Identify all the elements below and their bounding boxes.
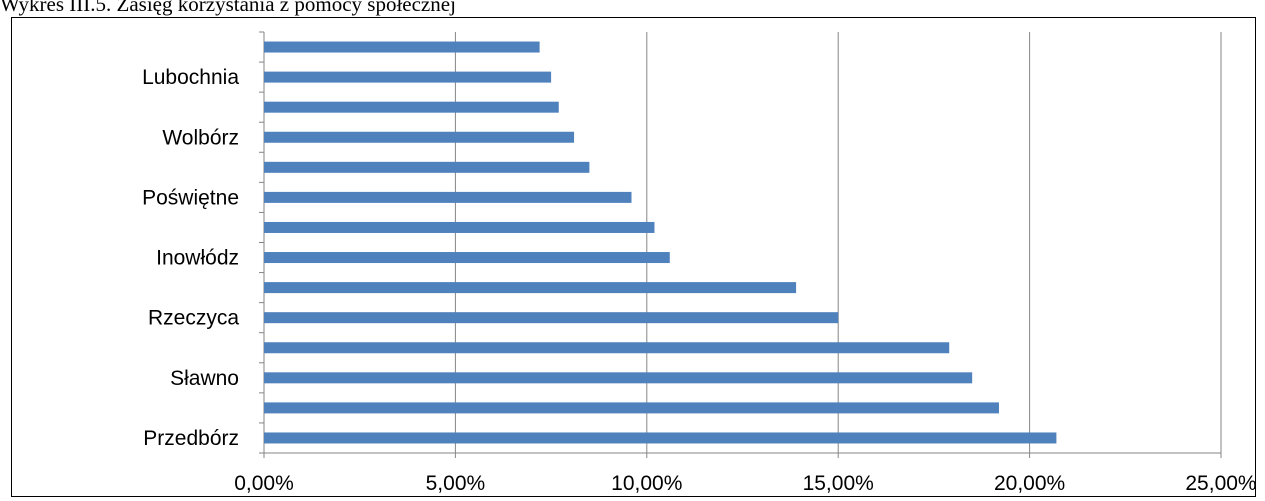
category-label: Poświętne bbox=[142, 186, 239, 209]
category-label: Lubochnia bbox=[142, 66, 239, 89]
bar bbox=[264, 372, 973, 384]
bar bbox=[264, 432, 1057, 444]
x-tick-label: 15,00% bbox=[803, 472, 874, 495]
x-tick-label: 5,00% bbox=[426, 472, 486, 495]
x-tick-label: 0,00% bbox=[234, 472, 294, 495]
bar bbox=[264, 101, 559, 113]
bar bbox=[264, 41, 540, 53]
category-label: Rzeczyca bbox=[148, 307, 239, 330]
bar bbox=[264, 342, 950, 354]
chart-caption: Wykres III.5. Zasięg korzystania z pomoc… bbox=[0, 0, 456, 16]
bar bbox=[264, 191, 632, 203]
bar bbox=[264, 221, 655, 233]
category-label: Wolbórz bbox=[162, 126, 239, 149]
bar bbox=[264, 131, 575, 143]
category-label: Inowłódz bbox=[156, 247, 239, 270]
bar bbox=[264, 312, 839, 324]
bar bbox=[264, 282, 797, 294]
bar bbox=[264, 161, 590, 173]
x-tick-label: 25,00% bbox=[1185, 472, 1256, 495]
bar bbox=[264, 252, 670, 264]
bar bbox=[264, 71, 552, 83]
bar bbox=[264, 402, 999, 414]
x-tick-label: 10,00% bbox=[611, 472, 682, 495]
x-tick-label: 20,00% bbox=[994, 472, 1065, 495]
category-label: Przedbórz bbox=[143, 427, 239, 450]
category-label: Sławno bbox=[170, 367, 239, 390]
